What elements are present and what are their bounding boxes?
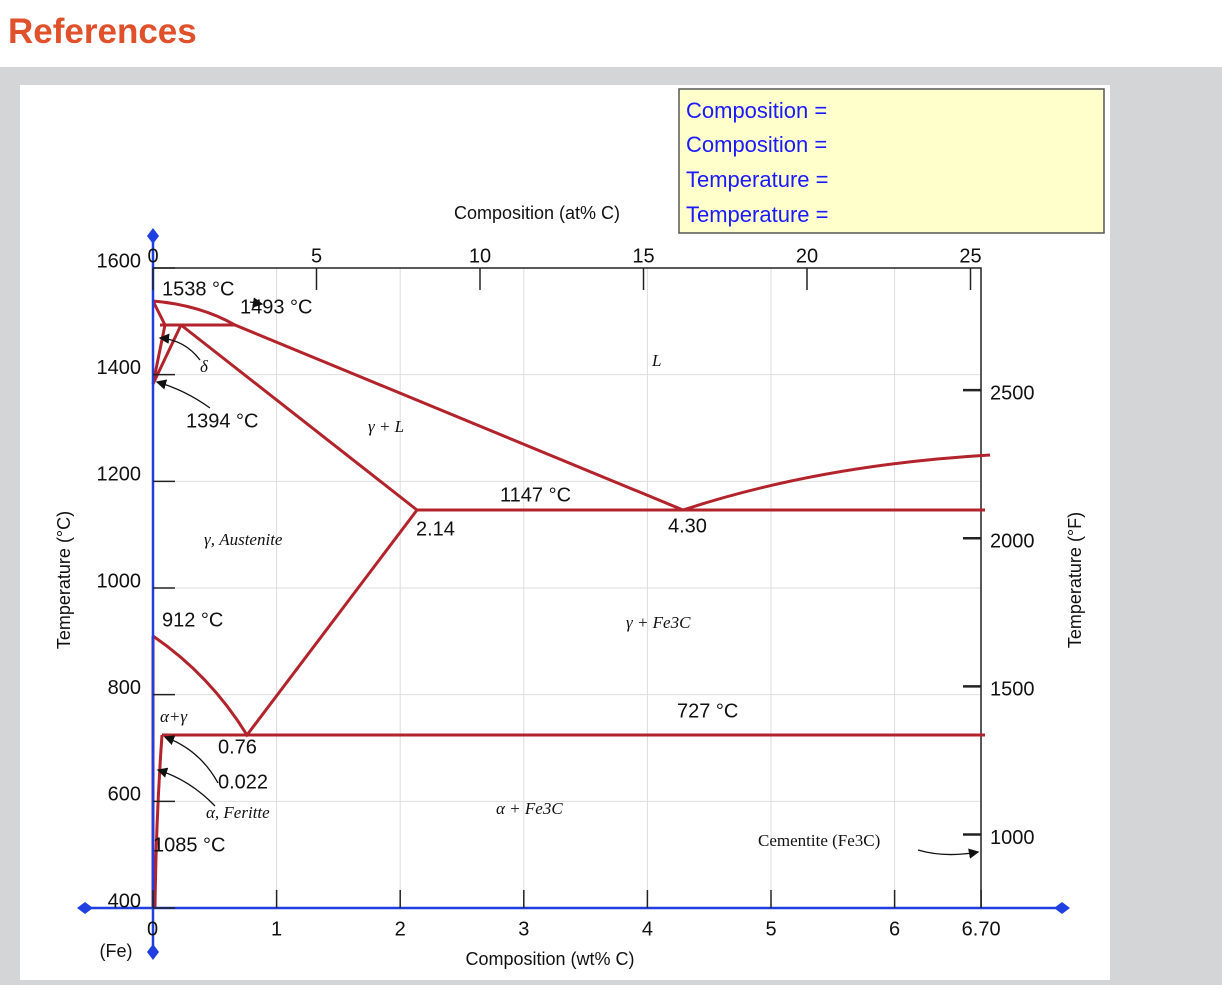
y-tick-label: 1000 <box>97 570 142 592</box>
x-tick-label: 6.70 <box>962 918 1001 940</box>
annotation: L <box>651 351 661 370</box>
ferrite-solvus <box>153 734 164 909</box>
top-tick-label: 25 <box>959 245 981 267</box>
annotation: δ <box>200 357 209 376</box>
y2-tick-label: 2500 <box>990 382 1035 404</box>
grip[interactable] <box>147 228 159 244</box>
section-title: References <box>8 12 197 51</box>
annotations: 1538 °C 1493 °C δ 1394 °C γ + L L 1147 °… <box>153 278 880 856</box>
grip[interactable] <box>1054 902 1070 914</box>
arrow <box>155 379 211 409</box>
annotation: Cementite (Fe3C) <box>758 831 880 850</box>
top-tick-label: 10 <box>469 245 491 267</box>
y-tick-label: 1400 <box>97 357 142 379</box>
arrow <box>249 297 264 308</box>
arrow <box>156 767 216 807</box>
annotation: α, Feritte <box>206 803 270 822</box>
annotation: 1147 °C <box>500 484 571 506</box>
grip[interactable] <box>77 902 93 914</box>
top-tick-label: 15 <box>632 245 654 267</box>
annotation: α+γ <box>160 707 188 726</box>
top-tick-label: 0 <box>147 245 158 267</box>
annotation: γ + Fe3C <box>626 613 691 632</box>
x-tick-label: 0 <box>147 918 158 940</box>
phase-boundaries <box>151 299 991 909</box>
annotation: 1085 °C <box>153 834 226 856</box>
pointer-arrows <box>155 297 980 859</box>
readout-line: Composition = <box>686 98 827 123</box>
figure-background <box>20 85 1110 980</box>
annotation: γ + L <box>368 417 404 436</box>
x-tick-label: 6 <box>889 918 900 940</box>
annotation: 4.30 <box>668 515 707 537</box>
x-tick-label: 1 <box>271 918 282 940</box>
top-tick-label: 5 <box>311 245 322 267</box>
readout-box <box>678 88 1105 234</box>
y2-tick-label: 1500 <box>990 679 1035 701</box>
x-tick-label: 4 <box>642 918 653 940</box>
arrow <box>917 848 980 859</box>
y2-tick-label: 1000 <box>990 827 1035 849</box>
a3-acm <box>152 509 419 738</box>
readout-line: Temperature = <box>686 202 828 227</box>
annotation: α + Fe3C <box>496 799 563 818</box>
top-axis-title: Composition (at% C) <box>454 203 620 223</box>
annotation: 1538 °C <box>162 278 235 300</box>
annotation: 1394 °C <box>186 410 259 432</box>
grip[interactable] <box>147 944 159 960</box>
readout-line: Temperature = <box>686 167 828 192</box>
delta-region <box>151 300 183 385</box>
annotation: γ, Austenite <box>204 530 283 549</box>
arrow <box>163 735 219 784</box>
annotation: 727 °C <box>677 700 738 722</box>
y2-tick-label: 2000 <box>990 531 1035 553</box>
x-tick-label: 2 <box>395 918 406 940</box>
arrow <box>158 333 201 361</box>
annotation: 2.14 <box>416 518 455 540</box>
x-tick-label: 5 <box>765 918 776 940</box>
y-tick-label: 400 <box>108 890 141 912</box>
annotation: 0.76 <box>218 736 257 758</box>
x-tick-label: 3 <box>518 918 529 940</box>
left-axis-title: Temperature (°C) <box>54 511 74 649</box>
fe-label: (Fe) <box>100 941 133 961</box>
readout-line: Composition = <box>686 132 827 157</box>
liquidus <box>152 299 991 512</box>
annotation: 912 °C <box>162 609 223 631</box>
top-tick-label: 20 <box>796 245 818 267</box>
y-tick-label: 1200 <box>97 464 142 486</box>
y-tick-label: 600 <box>108 784 141 806</box>
y-tick-label: 800 <box>108 677 141 699</box>
bottom-axis-title: Composition (wt% C) <box>465 949 634 969</box>
annotation: 0.022 <box>218 771 268 793</box>
right-axis-title: Temperature (°F) <box>1065 512 1085 648</box>
annotation: 1493 °C <box>240 296 313 318</box>
axis-grips[interactable] <box>77 228 1070 960</box>
y-tick-label: 1600 <box>97 250 142 272</box>
